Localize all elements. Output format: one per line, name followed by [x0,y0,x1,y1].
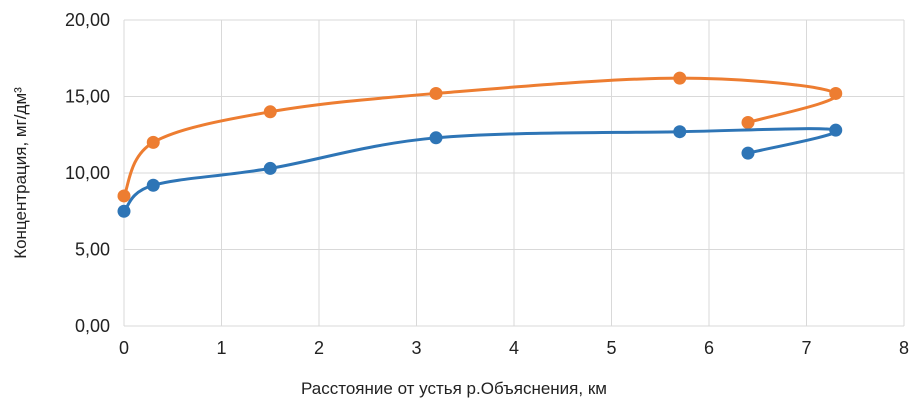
data-point [429,131,443,145]
y-tick-label: 20,00 [65,10,110,30]
data-point [741,116,755,130]
series-1 [117,71,843,203]
tick-labels: 0 1 2 3 4 5 6 7 8 0,00 5,00 10,00 15,00 20,00 [65,10,909,358]
series-line [122,76,839,198]
series-line [122,127,839,213]
x-axis-title: Расстояние от устья р.Объяснения, км [301,379,607,398]
y-tick-label: 5,00 [75,240,110,260]
series-layer [117,71,843,218]
x-tick-label: 1 [216,338,226,358]
x-tick-label: 7 [801,338,811,358]
x-tick-label: 3 [411,338,421,358]
y-tick-label: 10,00 [65,163,110,183]
y-axis-title: Концентрация, мг/дм³ [11,87,30,259]
data-point [146,135,160,149]
x-tick-label: 6 [704,338,714,358]
data-point [117,204,131,218]
data-point [146,178,160,192]
y-tick-label: 15,00 [65,87,110,107]
y-tick-label: 0,00 [75,316,110,336]
data-point [263,161,277,175]
data-point [117,189,131,203]
x-tick-label: 4 [509,338,519,358]
x-tick-label: 2 [314,338,324,358]
x-tick-label: 5 [606,338,616,358]
data-point [263,105,277,119]
x-tick-label: 0 [119,338,129,358]
x-tick-label: 8 [899,338,909,358]
data-point [429,86,443,100]
series-2 [117,123,843,218]
data-point [741,146,755,160]
gridlines [123,19,905,327]
data-point [829,123,843,137]
data-point [829,86,843,100]
data-point [673,125,687,139]
data-point [673,71,687,85]
